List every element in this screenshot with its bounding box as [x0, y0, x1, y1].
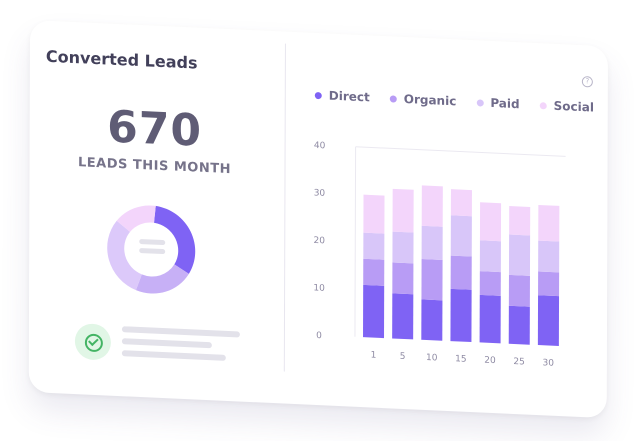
legend-dot [389, 94, 397, 103]
donut-center-line [139, 239, 166, 246]
converted-leads-card: Converted Leads 670 LEADS THIS MONTH Dir… [28, 20, 608, 419]
bar-segment-direct[interactable] [508, 305, 530, 345]
y-tick-label: 20 [314, 236, 326, 247]
y-tick-label: 0 [316, 331, 322, 341]
bar-segment-paid[interactable] [538, 240, 560, 273]
bar-segment-paid[interactable] [450, 215, 472, 257]
bar-segment-organic[interactable] [538, 271, 560, 297]
donut-slice-direct [154, 205, 196, 274]
bar-segment-paid[interactable] [392, 231, 414, 264]
bar-segment-social[interactable] [538, 204, 560, 242]
bar-segment-direct[interactable] [479, 294, 501, 344]
placeholder-text-line [121, 350, 226, 361]
bar-segment-social[interactable] [421, 185, 443, 227]
bar-segment-direct[interactable] [392, 293, 414, 340]
donut-slice-paid [107, 220, 142, 291]
x-tick-label: 25 [513, 357, 524, 368]
y-axis-line [354, 146, 357, 337]
bar-segment-social[interactable] [392, 188, 414, 233]
bar-segment-paid[interactable] [421, 225, 443, 260]
bar-segment-direct[interactable] [537, 295, 560, 347]
bar-segment-direct[interactable] [363, 284, 385, 339]
placeholder-text-line [121, 326, 240, 338]
bar-segment-organic[interactable] [363, 258, 385, 286]
x-tick-label: 30 [543, 358, 555, 369]
chart-top-line [355, 146, 566, 157]
help-icon[interactable]: ? [581, 76, 593, 88]
legend-dot [539, 101, 547, 109]
bar-segment-organic[interactable] [421, 259, 443, 301]
bar-segment-social[interactable] [509, 206, 531, 236]
y-tick-label: 30 [314, 188, 326, 199]
bar-segment-social[interactable] [479, 202, 502, 242]
legend-item-direct[interactable]: Direct [314, 88, 370, 104]
legend-dot [314, 91, 322, 99]
x-tick-label: 1 [371, 350, 377, 360]
legend-item-paid[interactable]: Paid [476, 95, 520, 111]
donut-center-line [139, 248, 166, 255]
leads-donut-chart [107, 205, 196, 294]
donut-slice-organic [135, 264, 189, 294]
bar-segment-paid[interactable] [508, 234, 531, 276]
x-tick-label: 15 [455, 354, 466, 365]
bar-segment-organic[interactable] [508, 274, 530, 307]
legend-item-social[interactable]: Social [539, 98, 594, 115]
donut-slice-social [116, 205, 156, 232]
legend-dot [476, 98, 484, 107]
bar-segment-social[interactable] [450, 189, 472, 217]
bar-segment-organic[interactable] [479, 271, 501, 296]
bar-segment-organic[interactable] [450, 255, 472, 290]
x-tick-label: 10 [426, 353, 438, 364]
chart-legend: Direct Organic Paid Social [314, 88, 594, 115]
x-tick-label: 20 [484, 356, 496, 367]
placeholder-text-line [121, 338, 212, 349]
bar-segment-direct[interactable] [421, 299, 443, 341]
bar-segment-paid[interactable] [363, 232, 385, 260]
section-divider [283, 43, 286, 372]
bar-segment-paid[interactable] [479, 240, 501, 273]
bar-segment-direct[interactable] [450, 288, 472, 343]
bar-segment-social[interactable] [363, 194, 385, 234]
bar-segment-organic[interactable] [392, 262, 414, 295]
card-title: Converted Leads [45, 46, 198, 73]
leads-count: 670 [107, 101, 203, 157]
check-icon [74, 323, 111, 361]
y-tick-label: 40 [314, 141, 326, 152]
legend-item-organic[interactable]: Organic [389, 91, 456, 108]
y-tick-label: 10 [313, 283, 325, 294]
x-tick-label: 5 [400, 352, 406, 362]
